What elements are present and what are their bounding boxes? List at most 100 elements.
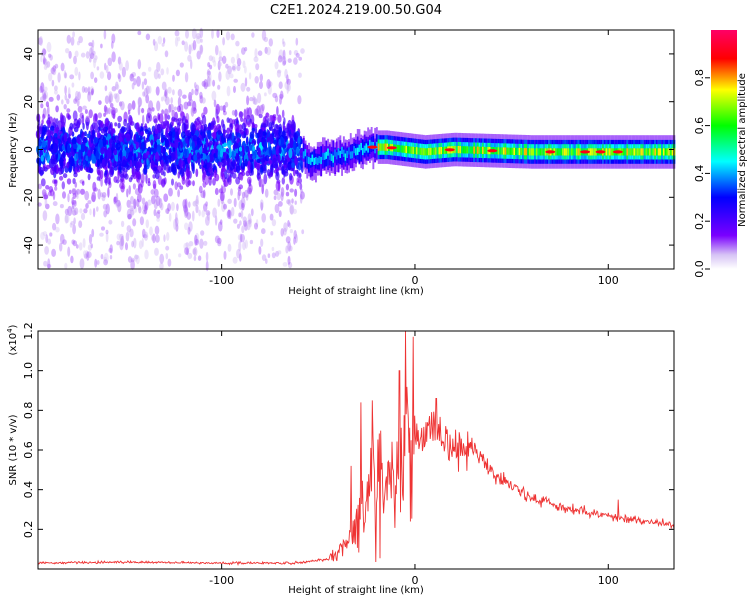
spectrogram-noise-blob (129, 205, 134, 212)
spectrogram-band-cell (635, 148, 637, 156)
spectrogram-noise-blob (277, 250, 282, 255)
spectrogram-noise-blob (79, 258, 85, 269)
spectrogram-x-axis-label: Height of straight line (km) (288, 286, 424, 297)
spectrogram-noise-blob (278, 201, 283, 207)
spectrogram-noise-blob (108, 93, 113, 103)
spectrogram-noise-blob (201, 131, 205, 142)
spectrogram-noise-blob (199, 44, 203, 55)
spectrogram-noise-blob (54, 186, 58, 191)
spectrogram-noise-blob (281, 38, 285, 45)
spectrogram-noise-blob (130, 195, 134, 205)
spectrogram-noise-blob (104, 85, 108, 92)
spectrogram-noise-blob (211, 90, 217, 102)
spectrogram-noise-blob (71, 197, 74, 206)
spectrogram-noise-blob (85, 203, 89, 209)
spectrogram-noise-blob (91, 194, 96, 202)
spectrogram-noise-blob (225, 31, 231, 41)
spectrogram-noise-blob (64, 262, 68, 270)
spectrogram-noise-blob (213, 169, 217, 179)
spectrogram-noise-blob (223, 250, 227, 260)
spectrogram-noise-blob (100, 253, 104, 260)
spectrogram-noise-blob (289, 137, 294, 149)
spectrogram-noise-blob (57, 72, 61, 83)
spectrogram-noise-blob (76, 41, 80, 46)
spectrogram-noise-blob (62, 151, 66, 159)
spectrogram-noise-blob (183, 207, 189, 219)
snr-x-ticks: -100 0 100 (209, 331, 619, 587)
spectrogram-noise-blob (155, 234, 160, 243)
spectrogram-noise-blob (285, 236, 291, 244)
spectrogram-noise-blob (74, 50, 79, 58)
spectrogram-noise-blob (98, 100, 102, 105)
spectrogram-noise-blob (129, 73, 135, 82)
spectrogram-noise-blob (41, 140, 47, 148)
spectrogram-noise-blob (119, 132, 122, 138)
colorbar-tick-label: 0.0 (693, 260, 706, 278)
spectrogram-noise-blob (78, 242, 83, 251)
spectrogram-noise-blob (61, 181, 65, 190)
spectrogram-noise-blob (184, 41, 189, 52)
spectrogram-noise-blob (165, 96, 170, 106)
spectrogram-noise-blob (211, 56, 216, 63)
spectrogram-noise-blob (231, 119, 236, 125)
spectrogram-noise-blob (68, 50, 72, 59)
spectrogram-noise-blob (54, 63, 59, 69)
spectrogram-noise-blob (239, 111, 244, 118)
spectrogram-noise-blob (147, 107, 152, 116)
spectrogram-noise-blob (80, 143, 85, 153)
spectrogram-noise-blob (209, 154, 214, 163)
y-tick-label: -40 (22, 236, 35, 254)
spectrogram-noise-blob (72, 31, 75, 38)
spectrogram-noise-blob (255, 161, 261, 170)
spectrogram-noise-blob (215, 105, 220, 115)
spectrogram-noise-blob (111, 135, 116, 141)
spectrogram-noise-blob (117, 202, 122, 213)
spectrogram-noise-blob (291, 119, 296, 131)
spectrogram-noise-blob (128, 185, 131, 195)
spectrogram-band-cell (638, 148, 641, 156)
spectrogram-noise-blob (170, 142, 174, 147)
spectrogram-noise-blob (203, 203, 208, 212)
spectrogram-noise-blob (174, 181, 178, 191)
spectrogram-noise-blob (42, 48, 47, 55)
spectrogram-band-cell (308, 156, 310, 172)
spectrogram-noise-blob (70, 36, 75, 46)
spectrogram-noise-blob (80, 52, 86, 58)
spectrogram-band-cell (516, 147, 519, 156)
spectrogram-band-cell (322, 153, 324, 169)
spectrogram-band-cell (440, 147, 443, 155)
spectrogram-noise-blob (133, 78, 137, 86)
spectrogram-noise-blob (50, 67, 55, 75)
spectrogram-noise-blob (116, 233, 122, 241)
spectrogram-noise-blob (131, 82, 135, 90)
spectrogram-noise-blob (76, 98, 80, 107)
spectrogram-band-cell (536, 148, 538, 156)
spectrogram-noise-blob (246, 95, 250, 106)
spectrogram-band-cell (636, 148, 639, 156)
spectrogram-band-cell (572, 148, 575, 156)
spectrogram-noise-blob (153, 143, 158, 149)
spectrogram-noise-blob (109, 255, 113, 260)
spectrogram-band-cell (323, 152, 326, 168)
spectrogram-noise-blob (230, 56, 235, 64)
spectrogram-noise-blob (195, 33, 201, 40)
spectrogram-band-cell (353, 146, 356, 154)
spectrogram-noise-blob (110, 127, 114, 139)
spectrogram-noise-blob (77, 91, 81, 101)
spectrogram-noise-blob (157, 73, 161, 79)
spectrogram-band-cell (671, 148, 674, 156)
spectrogram-noise-blob (43, 260, 48, 267)
spectrogram-noise-blob (214, 187, 219, 196)
spectrogram-noise-blob (260, 166, 264, 173)
spectrogram-noise-blob (279, 96, 282, 105)
spectrogram-band-cell (306, 156, 309, 164)
spectrogram-noise-blob (87, 86, 91, 96)
spectrogram-noise-blob (192, 180, 195, 187)
spectrogram-noise-blob (143, 164, 148, 175)
spectrogram-noise-blob (100, 145, 105, 155)
spectrogram-noise-blob (260, 238, 264, 247)
spectrogram-noise-blob (67, 87, 71, 97)
spectrogram-noise-blob (193, 154, 198, 162)
spectrogram-noise-blob (113, 93, 118, 99)
spectrogram-noise-blob (283, 169, 286, 178)
